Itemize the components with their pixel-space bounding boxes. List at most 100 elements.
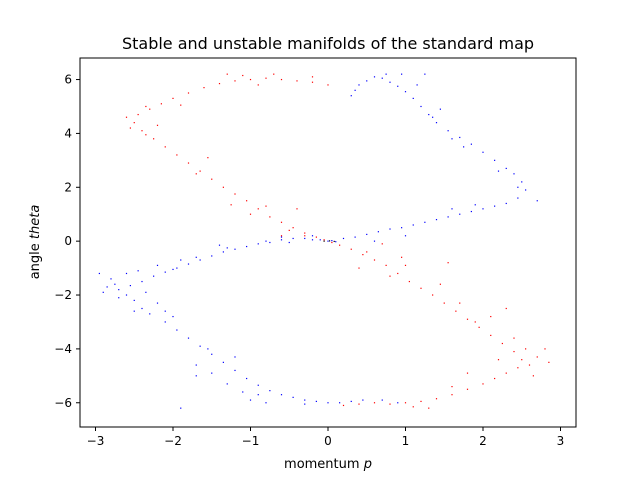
data-point-series-1 [331,241,333,244]
y-tick-label: 0 [64,234,72,248]
data-point-series-0 [459,213,461,215]
data-point-series-0 [292,237,294,240]
data-point-series-0 [187,337,190,339]
data-point-series-0 [199,259,201,261]
data-point-series-0 [513,173,515,175]
data-point-series-1 [304,235,306,237]
data-point-series-1 [226,73,228,75]
data-point-series-0 [447,216,449,218]
data-point-series-0 [494,159,496,161]
data-point-series-0 [102,291,104,293]
data-point-series-0 [385,73,387,75]
data-point-series-0 [470,143,472,145]
data-point-series-0 [222,251,224,253]
data-point-series-1 [265,77,267,79]
data-point-series-0 [141,280,143,283]
y-tick-label: 2 [64,180,72,194]
data-point-series-1 [296,208,298,210]
data-point-series-0 [257,243,259,245]
y-tick-label: −2 [54,288,72,302]
data-point-series-1 [149,108,151,110]
data-point-series-1 [517,367,519,369]
data-point-series-1 [160,103,162,105]
data-point-series-1 [466,372,469,374]
data-point-series-0 [164,321,166,323]
y-axis-label: angle theta [28,205,43,280]
data-point-series-0 [327,240,329,242]
data-point-series-0 [110,278,112,280]
data-point-series-0 [176,329,178,331]
data-point-series-0 [234,248,236,250]
data-point-series-0 [292,396,294,398]
data-point-series-1 [207,157,209,159]
data-point-series-1 [137,113,139,116]
data-point-series-0 [207,348,209,350]
x-tick-label: −1 [242,434,260,448]
data-point-series-0 [226,247,228,249]
data-point-series-0 [381,399,383,401]
data-point-series-1 [404,264,407,266]
data-point-series-0 [401,73,403,75]
data-point-series-1 [490,334,492,337]
data-point-series-0 [497,170,500,172]
data-point-series-0 [389,228,391,230]
data-point-series-1 [292,227,294,229]
data-point-series-1 [164,146,166,148]
data-point-series-1 [389,275,391,277]
data-point-series-0 [517,186,519,188]
data-point-series-1 [280,78,283,81]
data-point-series-1 [296,80,298,82]
data-point-series-0 [331,240,333,242]
data-point-series-0 [350,95,352,97]
data-point-series-1 [195,173,197,175]
data-point-series-0 [381,77,383,79]
x-axis-label: momentum p [284,457,372,472]
data-point-series-0 [265,240,267,242]
data-point-series-1 [474,321,476,323]
data-point-series-2 [333,240,335,243]
data-point-series-1 [525,348,527,350]
data-point-series-1 [218,82,221,85]
data-point-series-1 [211,178,213,180]
data-point-series-0 [265,402,267,404]
data-point-series-1 [494,377,496,380]
data-point-series-1 [478,326,480,328]
data-point-series-0 [335,241,337,243]
data-point-series-1 [246,200,248,202]
data-point-series-1 [273,73,275,75]
data-point-series-1 [447,262,449,264]
data-point-series-0 [482,151,484,153]
data-point-series-1 [532,375,534,377]
data-point-series-0 [416,84,418,86]
data-point-series-0 [401,227,403,229]
data-point-series-0 [137,270,139,272]
data-point-series-0 [517,197,519,199]
data-point-series-0 [424,73,426,75]
data-point-series-1 [536,356,538,358]
data-point-series-0 [149,313,151,315]
data-point-series-0 [145,291,147,293]
x-tick-label: 3 [557,434,565,448]
x-tick-label: −3 [87,434,105,448]
data-point-series-0 [195,256,197,258]
data-point-series-1 [381,243,383,245]
data-point-series-0 [339,402,341,404]
data-point-series-0 [420,105,422,108]
data-point-series-0 [246,245,248,248]
data-point-series-0 [536,200,538,202]
data-point-series-1 [420,287,422,289]
data-point-series-0 [366,80,368,82]
data-point-series-1 [234,193,236,195]
data-point-series-0 [156,264,159,266]
data-point-series-1 [466,388,469,390]
data-point-series-0 [141,307,143,310]
data-point-series-1 [497,359,500,361]
data-point-series-2 [328,240,331,242]
y-tick-label: −6 [54,396,72,410]
data-point-series-0 [257,384,259,386]
data-point-series-1 [389,403,391,405]
plot-frame [79,57,577,428]
data-point-series-0 [319,239,321,241]
data-point-series-1 [373,259,376,261]
data-points [98,73,550,409]
